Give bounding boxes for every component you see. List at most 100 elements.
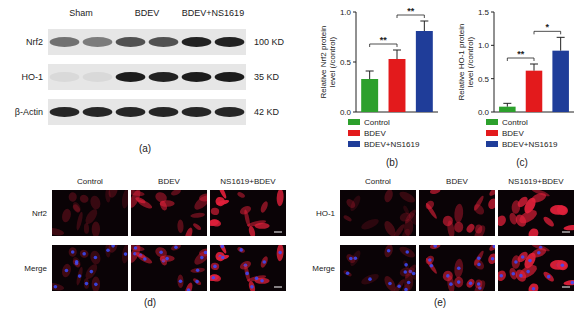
cell — [511, 255, 521, 269]
blot-strip — [48, 64, 246, 90]
cell — [424, 199, 436, 211]
cell — [530, 191, 547, 204]
micrograph — [340, 188, 420, 241]
legend-label: BDEV+NS1619 — [364, 140, 420, 149]
nucleus — [71, 250, 75, 254]
cell — [105, 190, 111, 203]
cell — [429, 190, 441, 195]
nucleus — [404, 263, 408, 267]
micrograph-cells — [424, 245, 495, 291]
micrograph-bg — [340, 190, 416, 236]
blot-row-label: HO-1 — [21, 72, 43, 82]
error-bar-cap — [503, 103, 511, 104]
error-bar-stem — [560, 37, 561, 50]
blot-band — [215, 37, 245, 47]
micrograph — [46, 183, 130, 237]
nucleus — [195, 280, 199, 284]
scale-bar — [562, 232, 570, 233]
cell — [454, 221, 464, 233]
nucleus — [491, 257, 495, 261]
image-panel: ControlBDEVNS1619+BDEVHO-1Merge — [312, 177, 580, 297]
blot-group-label: Sham — [69, 8, 93, 18]
cell — [198, 248, 207, 258]
y-axis-label: Relative Nrf2 protein — [319, 26, 328, 99]
cell — [343, 269, 353, 277]
cell — [514, 213, 529, 229]
cell — [210, 273, 219, 282]
cell — [446, 220, 455, 236]
cell — [465, 222, 476, 234]
cell — [160, 255, 175, 262]
nucleus — [532, 287, 536, 291]
y-tick-label: 0.0 — [340, 108, 352, 117]
nucleus — [124, 252, 128, 256]
significance-label: ** — [407, 6, 415, 16]
significance-label: * — [546, 22, 550, 32]
nucleus — [514, 260, 518, 264]
legend-swatch — [348, 119, 360, 125]
cell — [400, 228, 411, 236]
cell — [190, 212, 205, 218]
cell — [192, 222, 202, 231]
marks — [361, 21, 433, 112]
scale-bar — [274, 287, 282, 288]
nucleus — [90, 270, 94, 274]
cell — [105, 245, 111, 258]
cell — [454, 258, 464, 278]
blot-band — [182, 72, 212, 82]
nucleus — [220, 245, 224, 248]
cell — [52, 282, 65, 291]
micrograph — [126, 188, 213, 244]
nucleus — [260, 279, 264, 283]
image-column-label: NS1619+BDEV — [220, 177, 276, 186]
nucleus — [387, 249, 391, 253]
cell — [61, 208, 73, 223]
cell — [487, 252, 495, 265]
cell — [472, 224, 487, 236]
image-row-label: Merge — [312, 264, 335, 273]
micrograph-bg — [52, 245, 128, 291]
blot-band — [50, 107, 80, 117]
legend-label: BDEV — [502, 129, 524, 138]
cell — [454, 276, 464, 288]
cell — [473, 195, 486, 212]
y-tick — [353, 12, 356, 13]
cell — [247, 274, 267, 283]
legend-label: BDEV — [364, 129, 386, 138]
blot-group-label: BDEV+NS1619 — [182, 8, 244, 18]
micrograph — [419, 185, 501, 242]
scale-bar — [562, 287, 570, 288]
cell — [136, 198, 153, 210]
cell — [276, 190, 284, 206]
blot-size-label: 35 KD — [254, 72, 280, 82]
error-bar-cap — [557, 37, 565, 38]
blot-band — [149, 107, 179, 117]
blot-band — [215, 107, 245, 117]
nucleus — [449, 282, 453, 286]
panel-label: (a) — [139, 143, 151, 154]
error-bar-stem — [534, 64, 535, 71]
nucleus — [457, 266, 461, 270]
cell — [472, 279, 487, 291]
blot-row-label: β-Actin — [15, 107, 43, 117]
cell — [71, 256, 82, 268]
nucleus — [250, 285, 254, 289]
cell — [183, 227, 194, 236]
cell — [563, 279, 574, 286]
micrograph — [495, 188, 580, 241]
error-bar-cap — [393, 50, 401, 51]
legend: ControlBDEVBDEV+NS1619 — [348, 118, 420, 149]
y-tick — [353, 62, 356, 63]
cell — [248, 225, 257, 236]
cell — [192, 248, 207, 267]
cell — [563, 224, 574, 231]
nucleus — [82, 252, 86, 256]
cell — [348, 249, 362, 267]
legend-swatch — [348, 141, 360, 147]
micrograph-cells — [424, 190, 495, 236]
cell — [400, 283, 411, 291]
nucleus — [245, 272, 249, 276]
blot-band — [116, 72, 146, 82]
blot-band — [116, 37, 146, 47]
nucleus — [187, 288, 191, 291]
